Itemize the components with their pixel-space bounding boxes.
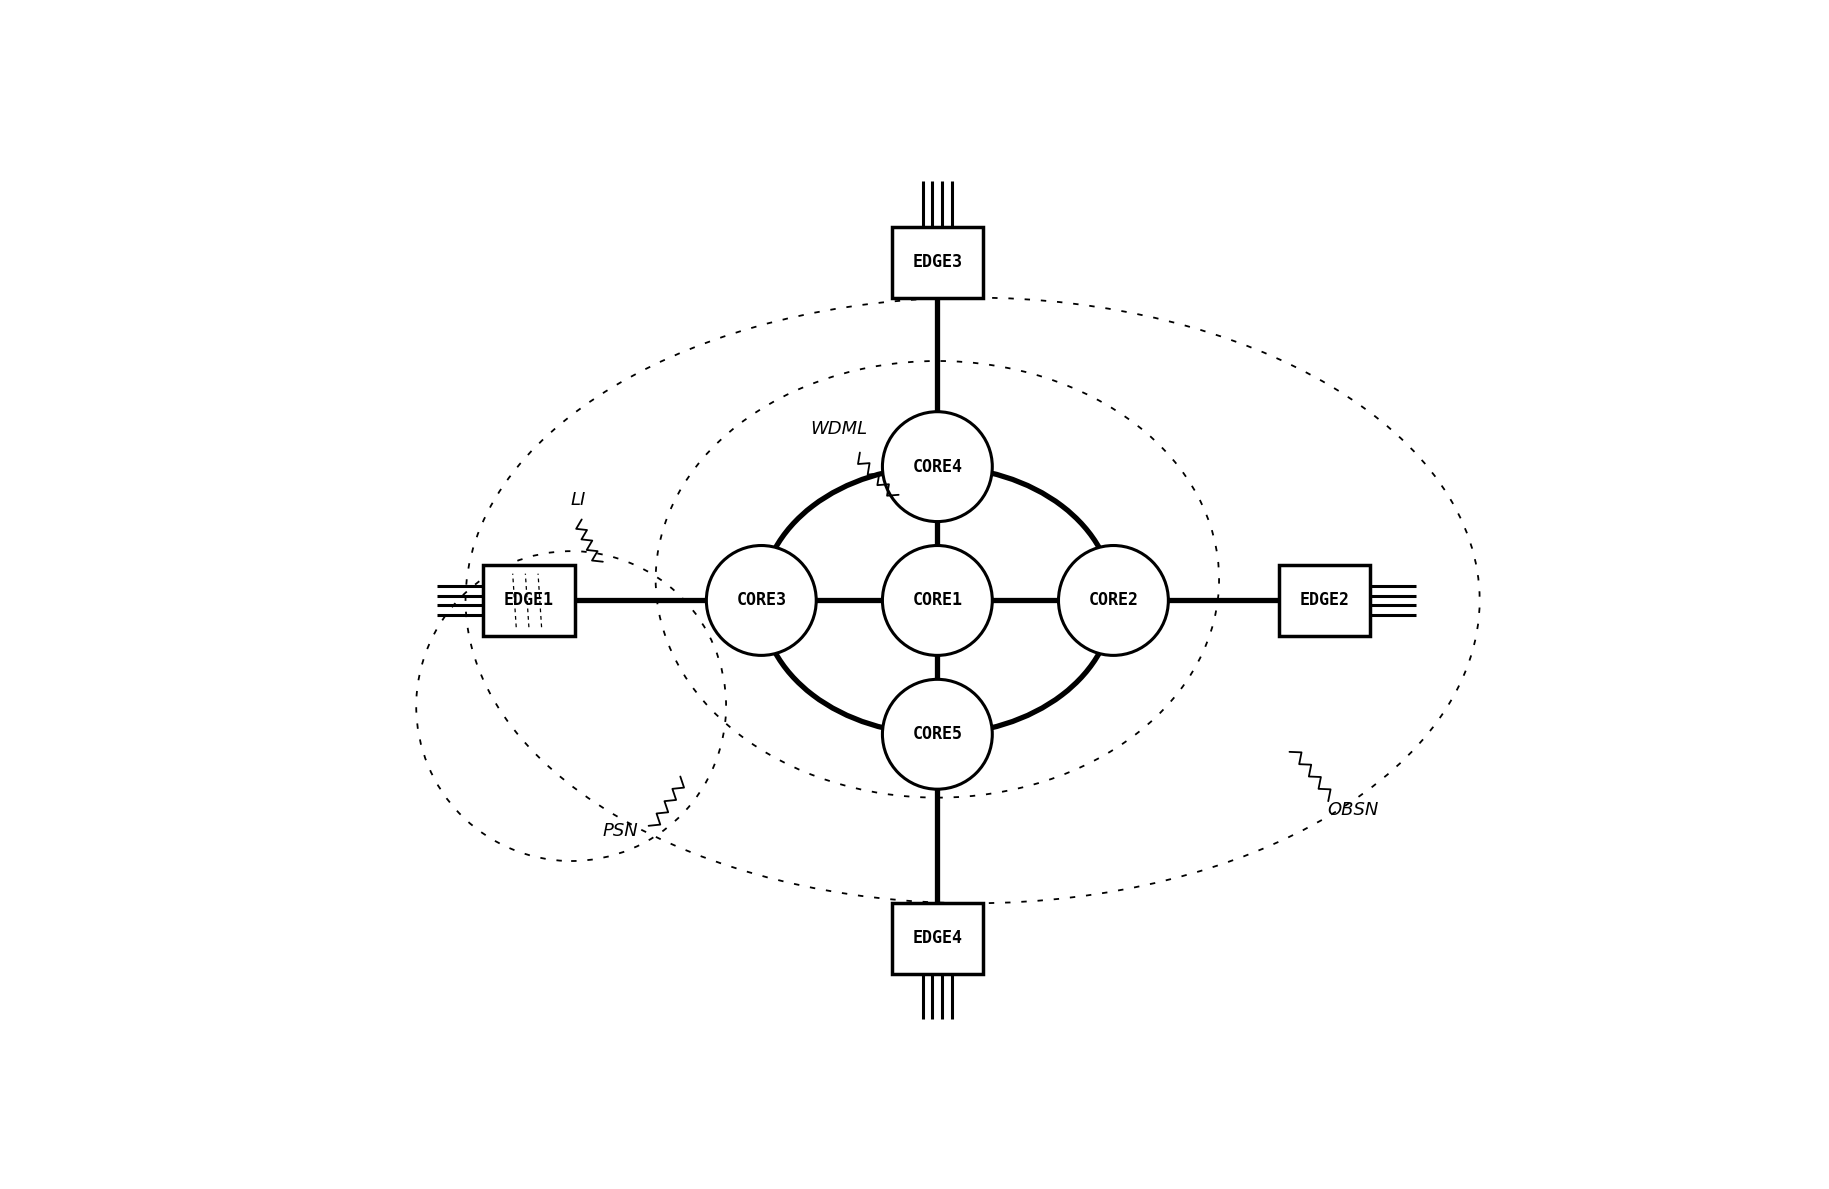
Text: LI: LI — [571, 491, 585, 509]
Text: WDML: WDML — [810, 421, 867, 439]
Text: EDGE3: EDGE3 — [913, 253, 962, 271]
Text: CORE4: CORE4 — [913, 458, 962, 476]
Text: OBSN: OBSN — [1328, 800, 1379, 819]
Text: EDGE2: EDGE2 — [1300, 591, 1350, 610]
Circle shape — [882, 546, 993, 655]
Text: CORE1: CORE1 — [913, 591, 962, 610]
Bar — [891, 227, 984, 297]
Bar — [483, 565, 574, 636]
Text: EDGE4: EDGE4 — [913, 930, 962, 948]
Circle shape — [1059, 546, 1169, 655]
Text: CORE2: CORE2 — [1088, 591, 1138, 610]
Text: EDGE1: EDGE1 — [505, 591, 554, 610]
Circle shape — [882, 411, 993, 522]
Circle shape — [706, 546, 816, 655]
Text: CORE3: CORE3 — [737, 591, 786, 610]
Bar — [1278, 565, 1370, 636]
Text: PSN: PSN — [602, 822, 638, 839]
Bar — [891, 904, 984, 974]
Text: CORE5: CORE5 — [913, 725, 962, 743]
Circle shape — [882, 679, 993, 789]
